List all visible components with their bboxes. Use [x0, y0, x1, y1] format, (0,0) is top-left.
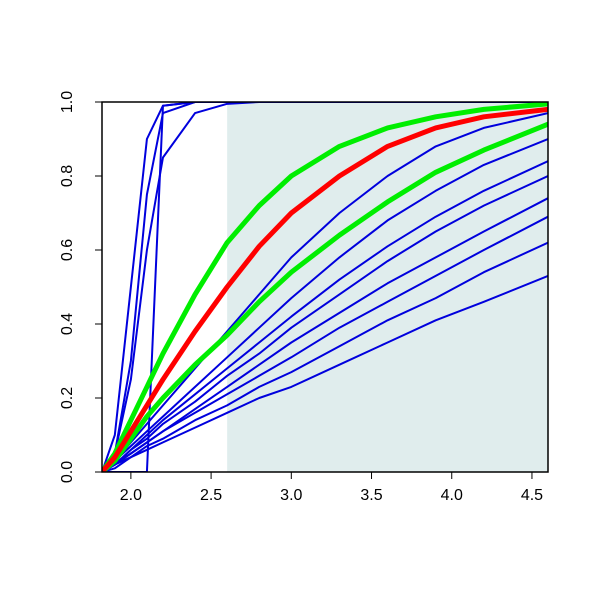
- series-line: [102, 102, 548, 472]
- shaded-region: [227, 102, 548, 472]
- series-line: [102, 121, 548, 472]
- x-tick-label: 3.5: [360, 487, 382, 504]
- x-tick-label: 4.0: [441, 487, 463, 504]
- plot-frame: [101, 101, 549, 473]
- x-tick-label: 2.0: [120, 487, 142, 504]
- series-line: [102, 175, 548, 472]
- series-line: [102, 102, 548, 472]
- y-tick-label: 0.8: [59, 165, 76, 187]
- series-line: [102, 102, 548, 472]
- series-line: [102, 106, 548, 472]
- y-tick-label: 0.4: [59, 313, 76, 335]
- line-layer: [102, 102, 548, 472]
- series-line: [102, 274, 548, 472]
- series-line: [102, 215, 548, 472]
- series-line: [102, 112, 548, 472]
- x-tick-label: 3.0: [280, 487, 302, 504]
- series-line: [102, 138, 548, 472]
- y-tick-label: 0.6: [59, 239, 76, 261]
- axis-layer: 2.0 2.5 3.0 3.5 4.0 4.5 0.0 0.2 0.4 0.6 0.8 1.0: [59, 91, 543, 504]
- x-tick-label: 2.5: [200, 487, 222, 504]
- x-tick-label: 4.5: [521, 487, 543, 504]
- series-line: [102, 102, 548, 472]
- y-tick-label: 0.0: [59, 461, 76, 483]
- shade-layer: [227, 102, 548, 472]
- y-tick-label: 1.0: [59, 91, 76, 113]
- y-tick-label: 0.2: [59, 387, 76, 409]
